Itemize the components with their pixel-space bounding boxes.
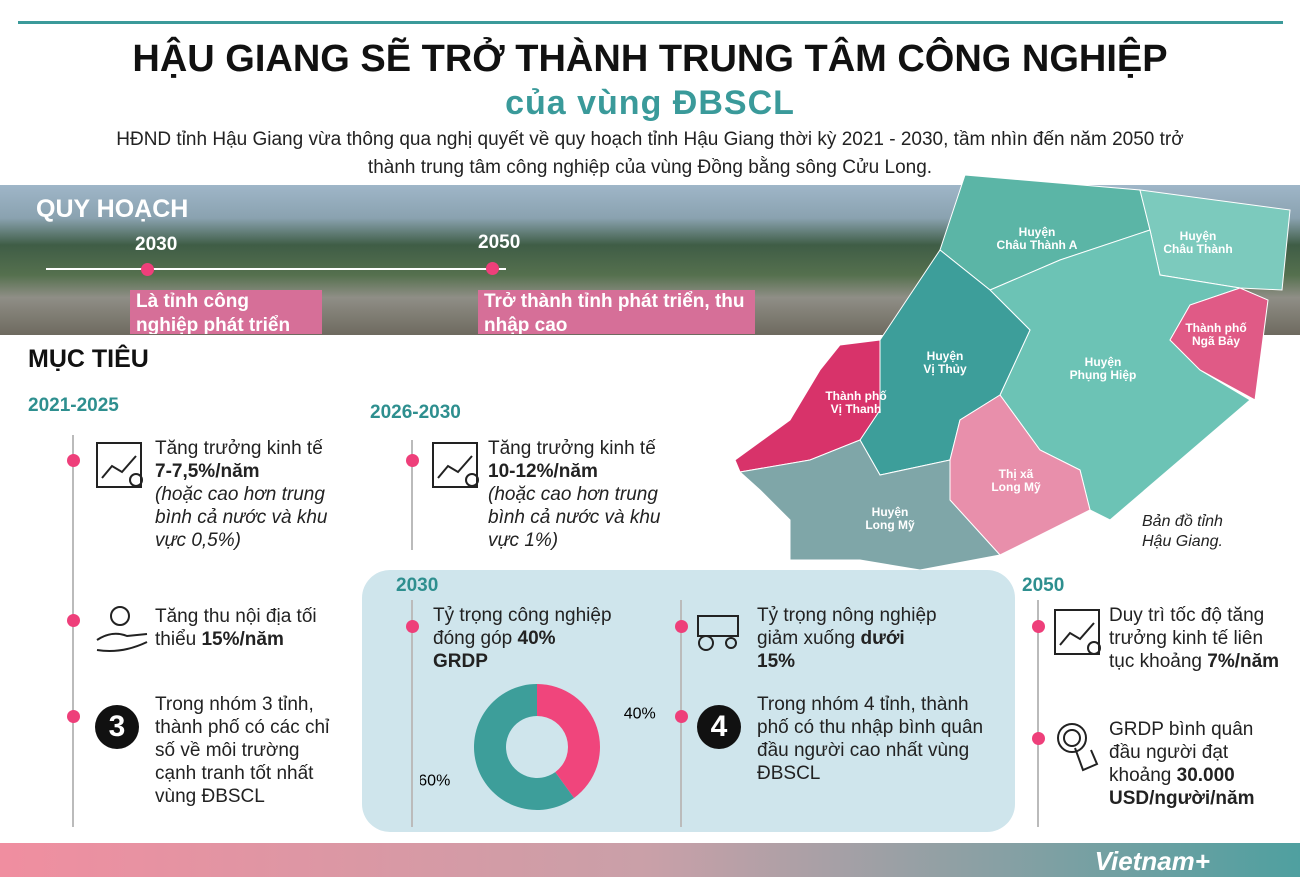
donut-segment (474, 684, 575, 810)
district-label: Thành phố (1185, 321, 1246, 335)
district-label: Phụng Hiệp (1070, 368, 1137, 382)
district-label: Huyện (1180, 229, 1217, 243)
goal-item: Trong nhóm 4 tỉnh, thành phố có thu nhập… (757, 693, 997, 785)
polygon (738, 439, 1001, 571)
dot (486, 262, 499, 275)
donut-label: 40% (624, 706, 656, 723)
period: 2030 (396, 575, 439, 596)
goal-text: Tăng trưởng kinh tế (155, 438, 323, 459)
district-label: Thị xã (999, 467, 1034, 481)
district-label: Châu Thành (1163, 242, 1232, 256)
logo: Vietnam+ (1094, 846, 1210, 876)
subtitle: của vùng ĐBSCL (505, 84, 795, 122)
goal-text: Tăng thu nội địa tối thiểu (155, 606, 317, 650)
vline (411, 440, 413, 550)
goal-item: Duy trì tốc độ tăng trưởng kinh tế liên … (1109, 604, 1289, 673)
map-caption: Bản đồ tỉnh Hậu Giang. (1142, 513, 1223, 550)
goal-text: Tăng trưởng kinh tế (488, 438, 656, 459)
goal-item: Tỷ trọng nông nghiệp giảm xuống dưới 15% (757, 604, 937, 673)
district-label: Ngã Bảy (1192, 334, 1240, 348)
district-label: Huyện (927, 349, 964, 363)
planning-heading: QUY HOẠCH (36, 195, 189, 223)
polygon (1169, 287, 1269, 401)
dot (67, 614, 80, 627)
donut-label: 60% (420, 772, 450, 789)
dot (67, 454, 80, 467)
dot (406, 454, 419, 467)
dot (406, 620, 419, 633)
goal-item: Tăng thu nội địa tối thiểu 15%/năm (155, 605, 345, 651)
district-label: Châu Thành A (997, 238, 1078, 252)
badge: 4 (697, 705, 741, 749)
district-label: Vị Thủy (923, 362, 967, 376)
district-label: Long Mỹ (865, 518, 915, 532)
panel-2030 (362, 570, 1015, 832)
goal-highlight: 10-12%/năm (488, 461, 598, 482)
intro: HĐND tỉnh Hậu Giang vừa thông qua nghị q… (116, 129, 1184, 178)
milestone: Trở thành tỉnh phát triển, thu nhập cao (478, 290, 755, 334)
milestone: Là tỉnh công nghiệp phát triển (130, 290, 322, 334)
period: 2021-2025 (28, 395, 119, 416)
goal-highlight: 30.000 USD/người/năm (1109, 765, 1255, 809)
dot (1032, 732, 1045, 745)
dot (675, 620, 688, 633)
vline (72, 435, 74, 827)
dot (1032, 620, 1045, 633)
title: HẬU GIANG SẼ TRỞ THÀNH TRUNG TÂM CÔNG NG… (132, 38, 1168, 80)
period: 2050 (1022, 575, 1065, 596)
donut-segment (537, 684, 600, 798)
period: 2026-2030 (370, 402, 461, 423)
goal-item: Tăng trưởng kinh tế 7-7,5%/năm (hoặc cao … (155, 437, 330, 552)
goal-highlight: dưới 15% (757, 628, 905, 672)
district-label: Thành phố (825, 389, 886, 403)
footer-band (0, 843, 1300, 877)
district-label: Huyện (872, 505, 909, 519)
goal-text: Trong nhóm 4 tỉnh, thành phố có thu nhập… (757, 694, 984, 784)
goal-item: Tăng trưởng kinh tế 10-12%/năm (hoặc cao … (488, 437, 668, 552)
dot (141, 263, 154, 276)
goal-note: (hoặc cao hơn trung bình cả nước và khu … (488, 484, 661, 551)
district-label: Vị Thanh (831, 402, 882, 416)
year: 2030 (135, 234, 178, 255)
vline (1037, 600, 1039, 827)
goal-item: GRDP bình quân đầu người đạt khoảng 30.0… (1109, 718, 1289, 810)
goal-text: GRDP bình quân đầu người đạt khoảng (1109, 719, 1254, 786)
goal-highlight: 15%/năm (201, 629, 284, 650)
goal-item: Trong nhóm 3 tỉnh, thành phố có các chỉ … (155, 693, 345, 808)
district-label: Long Mỹ (991, 480, 1041, 494)
district-label: Huyện (1019, 225, 1056, 239)
top-rule (18, 21, 1283, 24)
goal-item: Tỷ trọng công nghiệp đóng góp 40% GRDP (433, 604, 613, 673)
goal-text: Trong nhóm 3 tỉnh, thành phố có các chỉ … (155, 694, 330, 807)
goal-highlight: 40% GRDP (433, 628, 556, 672)
goals-heading: MỤC TIÊU (28, 345, 149, 373)
vline (411, 600, 413, 827)
polygon (734, 339, 881, 473)
goal-note: (hoặc cao hơn trung bình cả nước và khu … (155, 484, 328, 551)
goal-text: Duy trì tốc độ tăng trưởng kinh tế liên … (1109, 605, 1265, 672)
goal-highlight: 7-7,5%/năm (155, 461, 260, 482)
donut-chart: 40% 60% (420, 684, 656, 810)
goal-text: Tỷ trọng nông nghiệp giảm xuống (757, 605, 937, 649)
badge: 3 (95, 705, 139, 749)
goal-text: Tỷ trọng công nghiệp đóng góp (433, 605, 612, 649)
dot (675, 710, 688, 723)
dot (67, 710, 80, 723)
timeline (46, 268, 506, 270)
goal-highlight: 7%/năm (1207, 651, 1280, 672)
district-label: Huyện (1085, 355, 1122, 369)
year: 2050 (478, 232, 521, 253)
